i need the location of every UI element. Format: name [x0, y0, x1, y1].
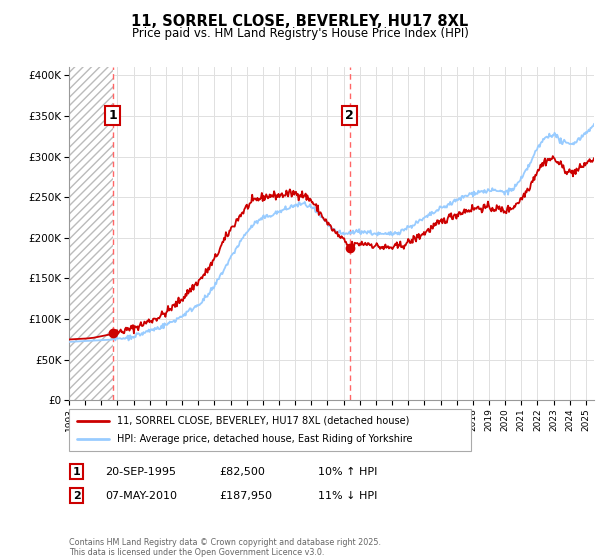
Text: 11, SORREL CLOSE, BEVERLEY, HU17 8XL: 11, SORREL CLOSE, BEVERLEY, HU17 8XL [131, 14, 469, 29]
Text: £187,950: £187,950 [219, 491, 272, 501]
Text: 11% ↓ HPI: 11% ↓ HPI [318, 491, 377, 501]
Text: 11, SORREL CLOSE, BEVERLEY, HU17 8XL (detached house): 11, SORREL CLOSE, BEVERLEY, HU17 8XL (de… [117, 416, 410, 426]
Text: 2: 2 [345, 109, 354, 122]
Text: 07-MAY-2010: 07-MAY-2010 [105, 491, 177, 501]
Text: HPI: Average price, detached house, East Riding of Yorkshire: HPI: Average price, detached house, East… [117, 434, 413, 444]
FancyBboxPatch shape [69, 409, 471, 451]
Text: 2: 2 [73, 491, 80, 501]
Text: 20-SEP-1995: 20-SEP-1995 [105, 466, 176, 477]
Text: 1: 1 [73, 466, 80, 477]
Text: £82,500: £82,500 [219, 466, 265, 477]
Bar [69, 67, 113, 400]
Text: 1: 1 [109, 109, 118, 122]
Text: Contains HM Land Registry data © Crown copyright and database right 2025.
This d: Contains HM Land Registry data © Crown c… [69, 538, 381, 557]
Text: 10% ↑ HPI: 10% ↑ HPI [318, 466, 377, 477]
Text: Price paid vs. HM Land Registry's House Price Index (HPI): Price paid vs. HM Land Registry's House … [131, 27, 469, 40]
